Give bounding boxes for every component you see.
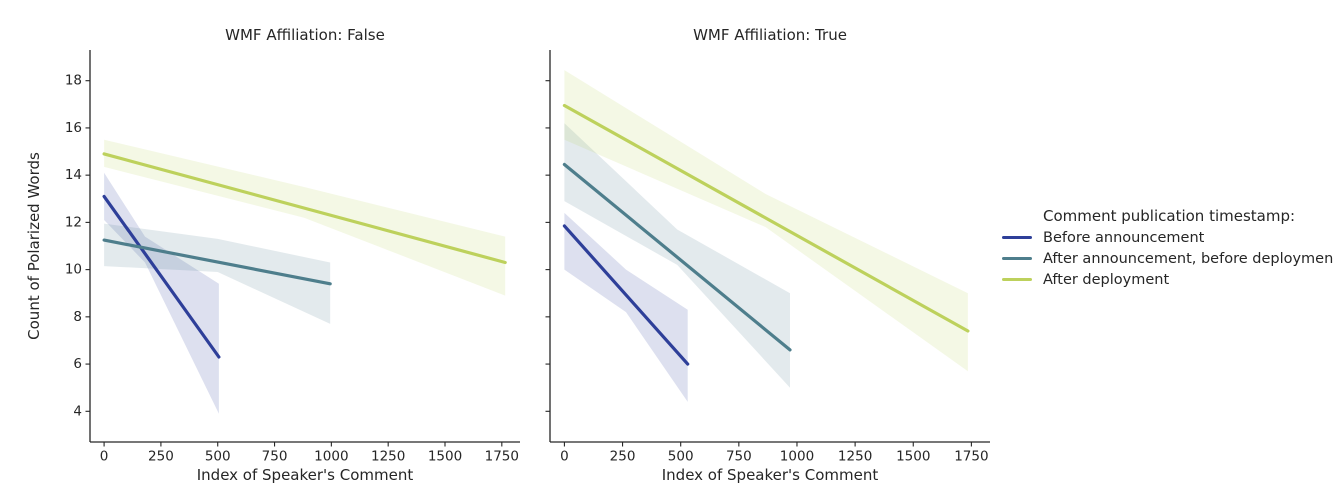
x-tick-label-0: 250 — [148, 449, 174, 465]
y-tick-label: 10 — [65, 262, 82, 278]
y-tick-label: 6 — [73, 356, 82, 372]
x-tick-label-0: 1750 — [485, 449, 519, 465]
y-tick-label: 16 — [65, 120, 82, 136]
facet-title-false: WMF Affiliation: False — [225, 26, 385, 44]
legend-swatch-after-announcement-icon — [1002, 257, 1032, 260]
x-tick-label-0: 750 — [262, 449, 288, 465]
x-tick-label-0: 0 — [100, 449, 109, 465]
x-axis-label-left: Index of Speaker's Comment — [196, 466, 414, 484]
regression-line-1-1 — [562, 162, 792, 352]
y-tick-label: 12 — [65, 214, 82, 230]
regression-line-1-2 — [562, 103, 970, 333]
legend-item-before-announcement: Before announcement — [995, 227, 1333, 248]
legend-label-after-announcement: After announcement, before deployment — [1043, 250, 1333, 267]
x-tick-label-1: 250 — [610, 449, 636, 465]
regression-line-0-0 — [102, 194, 221, 359]
x-tick-label-0: 500 — [205, 449, 231, 465]
legend: Comment publication timestamp: Before an… — [995, 206, 1333, 290]
legend-swatch-after-deployment-icon — [1002, 278, 1032, 281]
y-tick-label: 4 — [73, 403, 82, 419]
y-tick-label: 8 — [73, 309, 82, 325]
x-tick-label-1: 1500 — [896, 449, 930, 465]
x-tick-label-0: 1000 — [314, 449, 348, 465]
legend-item-after-deployment: After deployment — [995, 269, 1333, 290]
y-tick-label: 18 — [65, 73, 82, 89]
regression-line-0-1 — [102, 238, 332, 286]
ci-band-1-2 — [564, 70, 968, 372]
y-axis-label: Count of Polarized Words — [25, 152, 43, 340]
x-tick-label-1: 1750 — [954, 449, 988, 465]
ci-band-0-2 — [104, 139, 506, 296]
legend-label-after-deployment: After deployment — [1043, 271, 1170, 288]
x-tick-label-0: 1500 — [428, 449, 462, 465]
y-tick-label: 14 — [65, 167, 82, 183]
x-tick-label-1: 500 — [668, 449, 694, 465]
x-tick-label-1: 750 — [726, 449, 752, 465]
legend-swatch-before-announcement-icon — [1002, 236, 1032, 239]
regression-line-1-0 — [562, 224, 690, 366]
x-tick-label-1: 1000 — [780, 449, 814, 465]
x-tick-label-0: 1250 — [371, 449, 405, 465]
x-axis-label-right: Index of Speaker's Comment — [661, 466, 879, 484]
x-tick-label-1: 0 — [560, 449, 569, 465]
x-tick-label-1: 1250 — [838, 449, 872, 465]
legend-title: Comment publication timestamp: — [1043, 207, 1296, 225]
facet-title-true: WMF Affiliation: True — [693, 26, 847, 44]
legend-item-after-announcement: After announcement, before deployment — [995, 248, 1333, 269]
legend-label-before-announcement: Before announcement — [1043, 229, 1205, 246]
ci-band-0-1 — [104, 223, 331, 324]
ci-band-0-0 — [104, 172, 219, 414]
regression-line-0-2 — [102, 152, 507, 265]
